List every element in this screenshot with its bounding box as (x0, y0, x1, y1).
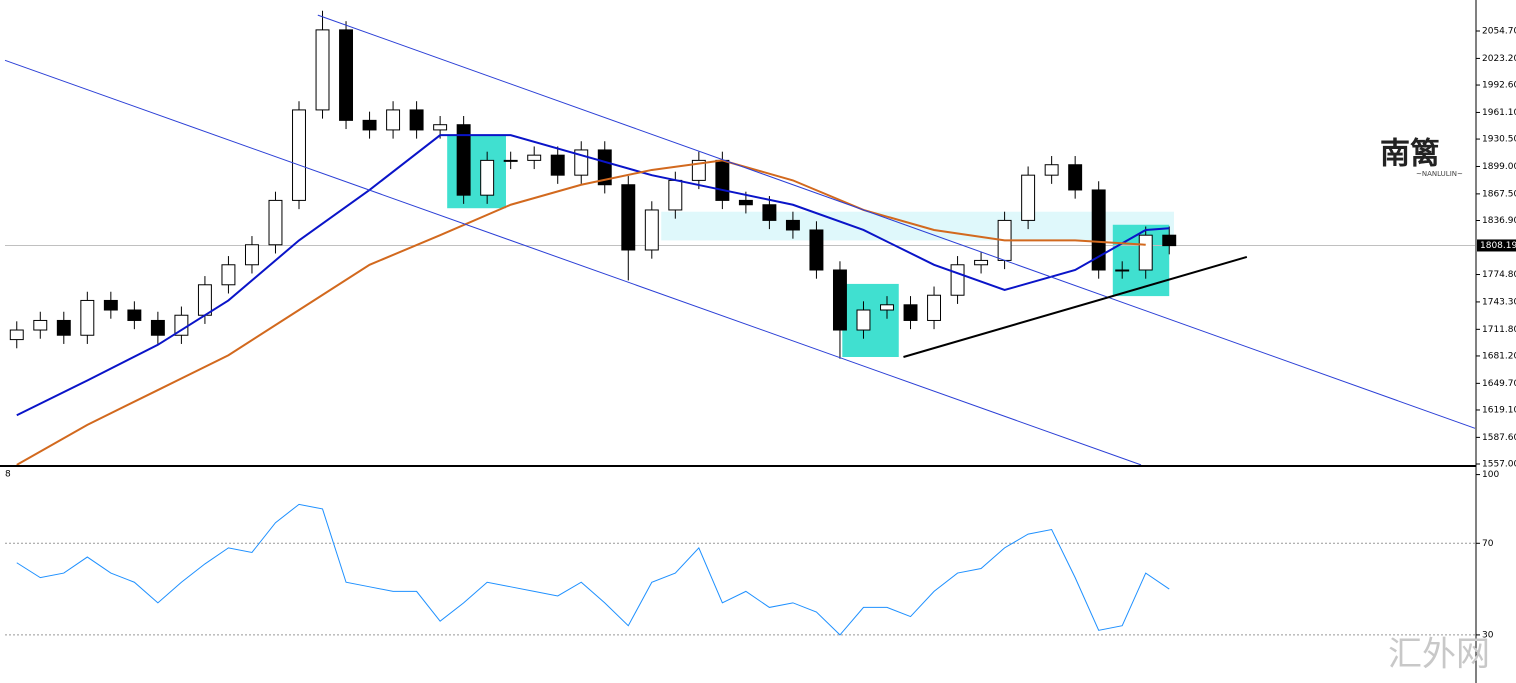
trendline (317, 14, 1476, 429)
current-price-box (1477, 239, 1516, 252)
candle-body (197, 284, 212, 316)
current-price-label: 1808.19 (1480, 241, 1516, 251)
rsi-title: 8 (5, 470, 11, 480)
candle-body (409, 109, 424, 131)
candle-body (762, 204, 777, 221)
trendline (903, 255, 1248, 358)
candle-body (809, 229, 824, 271)
y-tick-label: 2054.70 (1482, 27, 1516, 37)
candle-body (244, 244, 259, 266)
candle-body (127, 309, 142, 321)
candle-body (1138, 234, 1153, 271)
y-tick-label: 1711.80 (1482, 325, 1516, 335)
candle-body (339, 29, 354, 121)
rsi-line (16, 503, 1170, 636)
candle-body (456, 124, 471, 196)
moving-average (16, 134, 1170, 417)
y-tick-label: 30 (1482, 630, 1494, 640)
candle-body (1044, 164, 1059, 176)
candle-body (33, 319, 48, 331)
candle-body (386, 109, 401, 131)
y-tick-label: 1992.60 (1482, 81, 1516, 91)
candle-body (903, 304, 918, 321)
candle-body (527, 154, 542, 161)
site-watermark: 汇外网 (1388, 635, 1490, 675)
logo: 南篱 (1380, 137, 1440, 172)
candle-body (856, 309, 871, 331)
candle-body (880, 304, 894, 311)
candle-body (503, 159, 518, 162)
y-tick-label: 1649.70 (1482, 379, 1516, 389)
candle-body (974, 259, 989, 266)
zone (447, 135, 506, 209)
y-tick-label: 1587.60 (1482, 433, 1516, 443)
candle-body (268, 199, 283, 246)
candle-body (644, 209, 659, 251)
candle-body (785, 219, 800, 231)
candle-body (480, 159, 495, 196)
y-tick-label: 2023.20 (1482, 54, 1516, 64)
candle-body (715, 159, 730, 201)
candle-body (621, 184, 636, 251)
candle-body (56, 319, 71, 336)
candle-body (362, 119, 377, 131)
zone (842, 283, 899, 357)
y-tick-label: 70 (1482, 539, 1494, 549)
y-tick-label: 1681.20 (1482, 351, 1516, 361)
candle-body (103, 299, 118, 311)
plot-layer (4, 10, 1476, 636)
candle-body (1115, 269, 1130, 272)
y-tick-label: 1867.50 (1482, 189, 1516, 199)
candle-body (1162, 234, 1177, 247)
candle-body (221, 264, 236, 286)
y-tick-label: 100 (1482, 470, 1499, 480)
candle-body (1091, 189, 1106, 271)
y-tick-label: 1961.10 (1482, 108, 1516, 118)
y-tick-label: 1743.30 (1482, 297, 1516, 307)
candle-body (950, 264, 965, 296)
y-tick-label: 1899.00 (1482, 162, 1516, 172)
candle-body (927, 294, 942, 321)
candle-body (1021, 174, 1036, 221)
candle-body (738, 199, 753, 206)
y-tick-label: 1930.50 (1482, 135, 1516, 145)
candle-body (292, 109, 306, 201)
candle-body (315, 29, 330, 111)
candle-body (668, 179, 683, 211)
moving-average (16, 159, 1146, 466)
candle-body (832, 269, 847, 331)
trendline (4, 59, 1142, 466)
logo-sub: ~NANLULIN~ (1416, 170, 1463, 178)
candle-body (597, 149, 612, 186)
y-tick-label: 1836.90 (1482, 216, 1516, 226)
candle-body (433, 124, 448, 131)
y-tick-label: 1774.80 (1482, 270, 1516, 280)
candle-body (691, 159, 706, 181)
candle-body (1068, 164, 1083, 191)
y-tick-label: 1619.10 (1482, 405, 1516, 415)
candle-body (80, 299, 95, 336)
candle-body (9, 329, 24, 341)
y-tick-label: 1557.00 (1482, 459, 1516, 469)
candle-body (550, 154, 565, 176)
candle-body (150, 319, 165, 336)
